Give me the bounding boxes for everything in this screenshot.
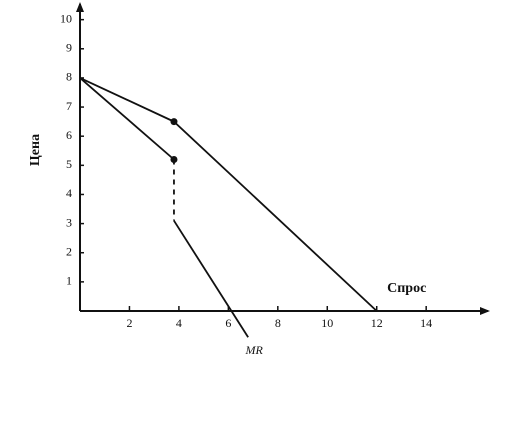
y-tick-label: 5 <box>66 157 72 171</box>
y-tick-label: 9 <box>66 41 72 55</box>
x-axis-arrow <box>480 307 490 315</box>
x-tick-label: 10 <box>321 316 333 330</box>
x-tick-label: 14 <box>420 316 432 330</box>
x-tick-label: 2 <box>126 316 132 330</box>
x-tick-label: 4 <box>176 316 182 330</box>
x-tick-label: 6 <box>225 316 231 330</box>
y-tick-label: 10 <box>60 11 72 25</box>
y-axis-arrow <box>76 2 84 12</box>
series-label: MR <box>244 343 263 357</box>
y-tick-label: 1 <box>66 274 72 288</box>
y-tick-label: 3 <box>66 215 72 229</box>
y-tick-label: 6 <box>66 128 72 142</box>
line-segment <box>173 120 378 312</box>
x-tick-label: 8 <box>275 316 281 330</box>
series-label: Спрос <box>387 281 426 296</box>
line-segment <box>79 77 175 123</box>
line-segment <box>79 77 175 161</box>
x-tick-label: 12 <box>371 316 383 330</box>
y-tick-label: 7 <box>66 99 72 113</box>
kink-point <box>170 156 178 163</box>
y-tick-label: 8 <box>66 70 72 84</box>
line-segment <box>173 220 249 338</box>
y-tick-label: 4 <box>66 186 72 200</box>
y-tick-label: 2 <box>66 244 72 258</box>
y-axis-label: Цена <box>28 134 43 166</box>
kink-point <box>170 118 178 126</box>
